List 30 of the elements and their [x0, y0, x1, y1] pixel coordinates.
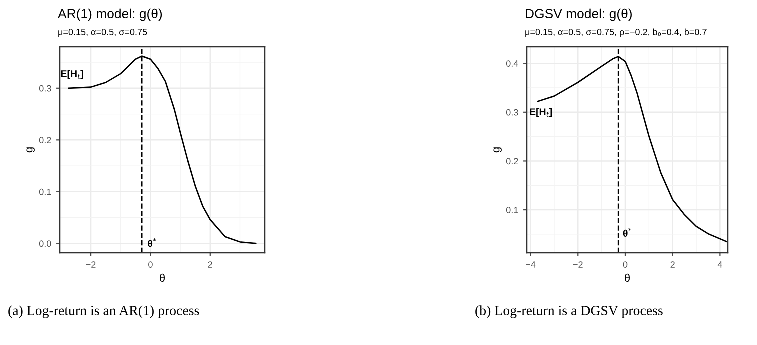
chart-title: DGSV model: g(θ) — [526, 8, 632, 22]
y-tick-label: 0.1 — [506, 207, 518, 214]
annotation: E[H$_{t}$] — [61, 70, 84, 80]
y-tick-label: 0.4 — [506, 60, 518, 67]
annotation: θ$^{*}$ — [623, 228, 632, 237]
x-tick-label: −2 — [86, 262, 96, 268]
x-axis-title: θ — [624, 274, 630, 282]
y-tick-label: 0.0 — [39, 240, 52, 248]
annotation: E[H$_{t}$] — [530, 108, 552, 118]
chart-subtitle: μ=0.15, α=0.5, σ=0.75, ρ=−0.2, b₀=0.4, b=0.7 — [526, 28, 707, 38]
y-axis-title: g — [494, 148, 502, 153]
y-tick-label: 0.3 — [506, 109, 518, 116]
x-tick-label: 0 — [623, 262, 628, 268]
x-tick-label: −2 — [573, 262, 583, 268]
x-tick-label: 4 — [718, 262, 722, 268]
annotation: θ$^{*}$ — [148, 238, 156, 248]
y-tick-label: 0.3 — [39, 85, 52, 92]
x-tick-label: 2 — [670, 262, 675, 268]
x-tick-label: 0 — [148, 262, 153, 268]
y-tick-label: 0.2 — [39, 137, 52, 144]
text: (a) Log-return is an AR(1) process — [8, 306, 200, 318]
x-axis-title: θ — [160, 274, 166, 282]
y-axis-title: g — [26, 148, 35, 153]
chart-title: AR(1) model: g(θ) — [58, 8, 162, 22]
x-tick-label: −4 — [526, 262, 536, 268]
y-tick-label: 0.1 — [39, 188, 52, 196]
chart-subtitle: μ=0.15, α=0.5, σ=0.75 — [58, 29, 148, 38]
y-tick-label: 0.2 — [506, 158, 518, 165]
x-tick-label: 2 — [208, 262, 212, 268]
text: (b) Log-return is a DGSV process — [476, 306, 663, 318]
